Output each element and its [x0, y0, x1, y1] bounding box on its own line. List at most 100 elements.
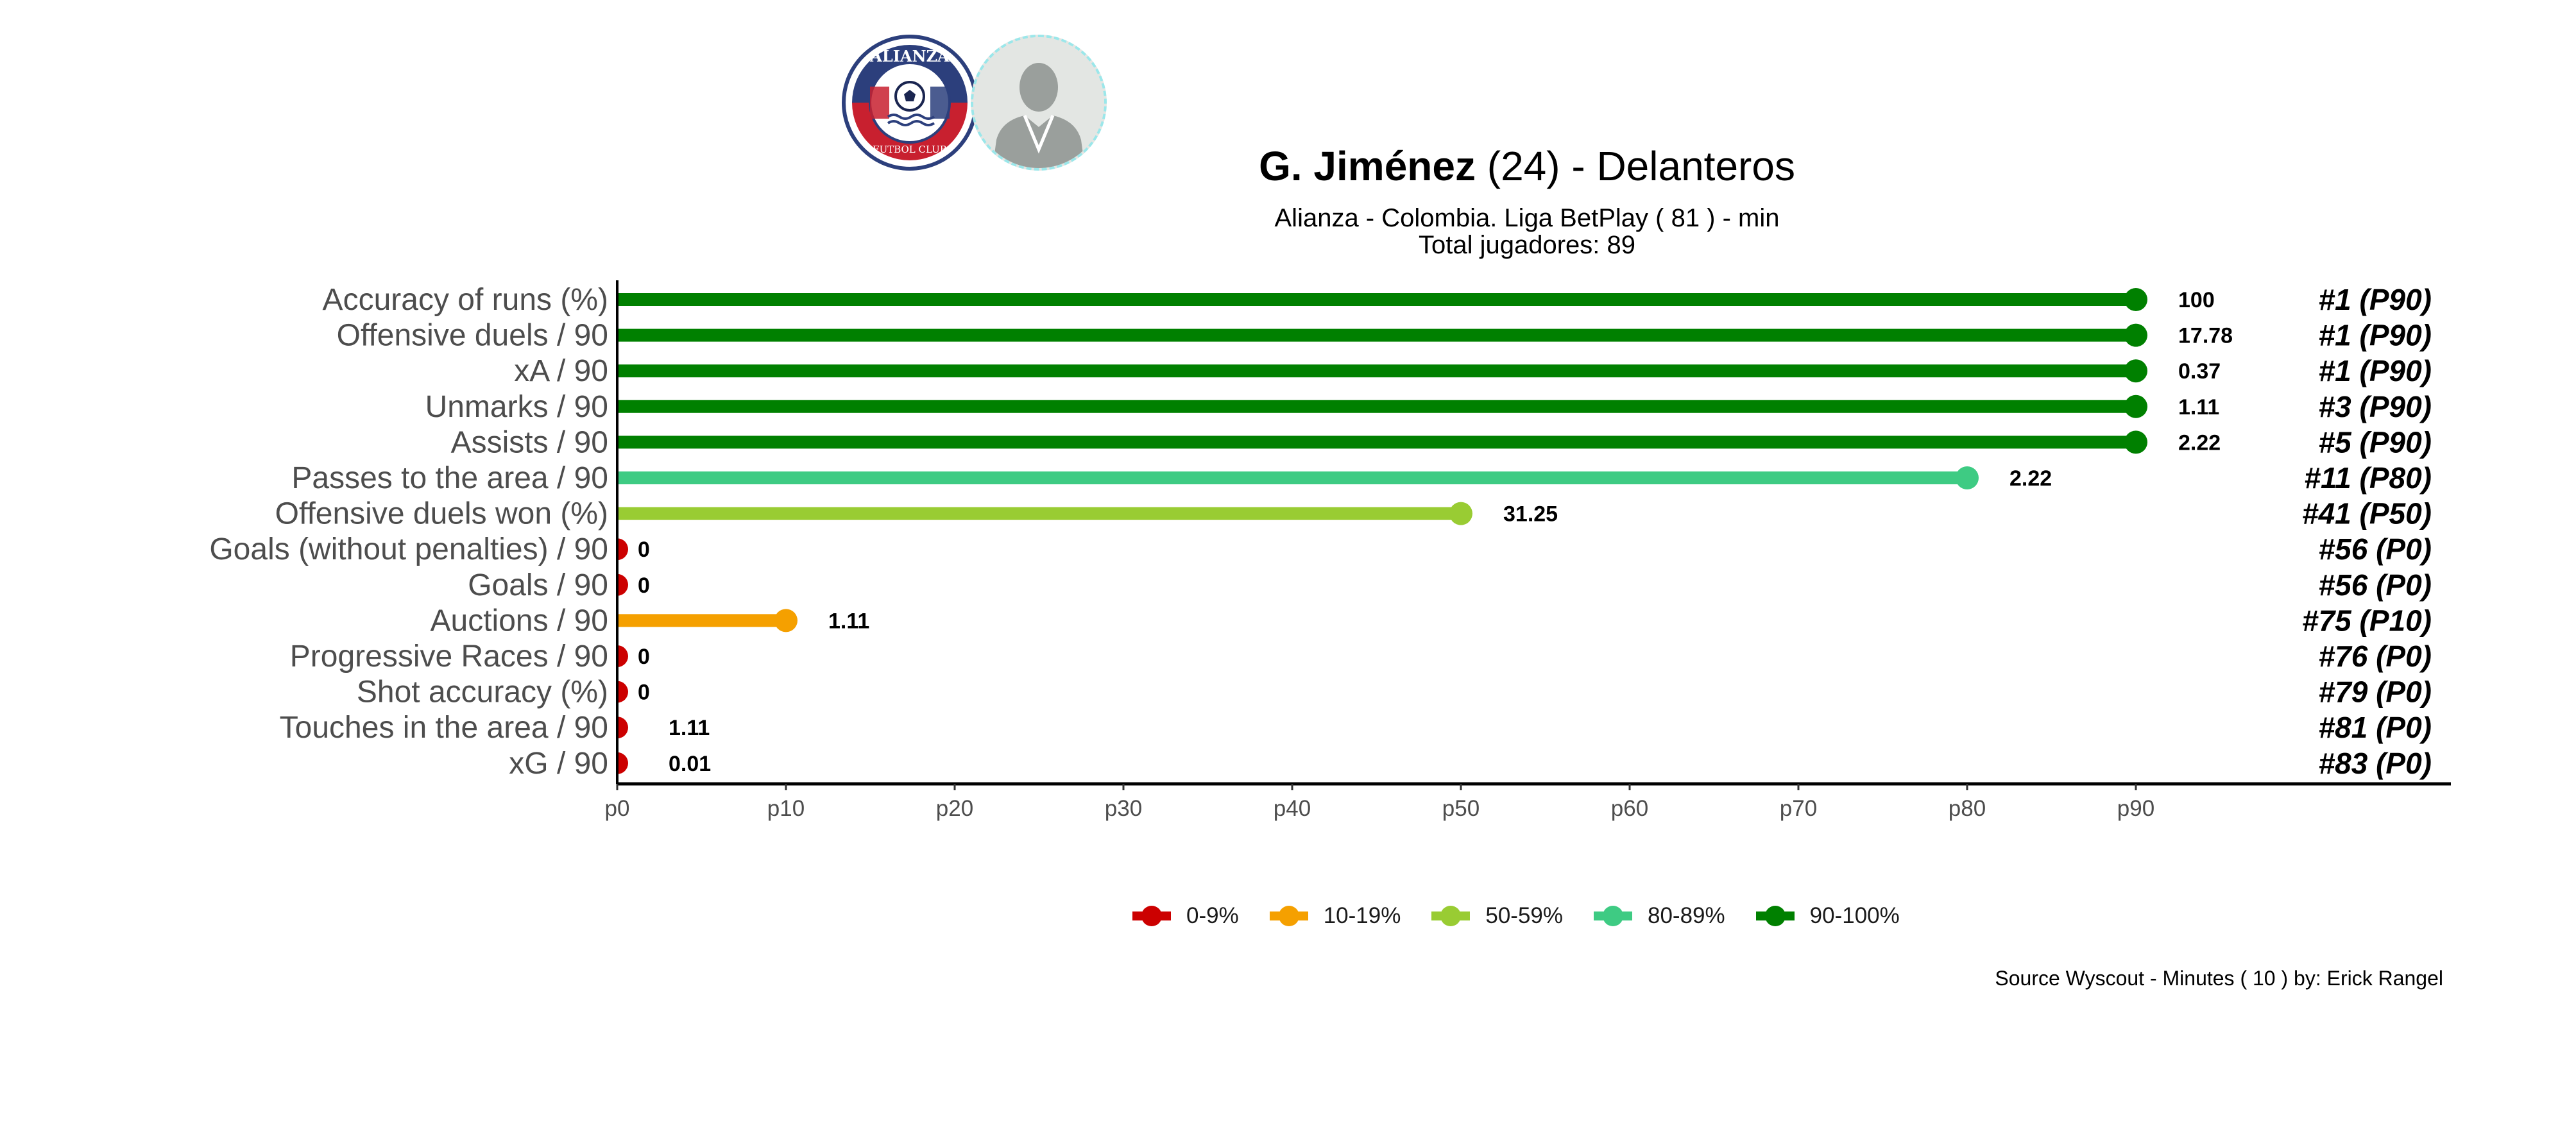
metric-label: Passes to the area / 90 — [291, 461, 608, 495]
legend-item: 50-59% — [1431, 903, 1563, 929]
player-photo — [971, 35, 1107, 171]
chart-row: Offensive duels / 90 17.78 #1 (P90) — [337, 319, 2432, 353]
rank-label: #79 (P0) — [2319, 675, 2432, 709]
club-crest-icon: ALIANZA FUTBOL CLUB — [848, 41, 971, 164]
chart-row: Accuracy of runs (%) 100 #1 (P90) — [323, 283, 2432, 317]
legend-item: 0-9% — [1132, 903, 1239, 929]
chart-row: xG / 90 0.01 #83 (P0) — [509, 747, 2432, 781]
chart-row: Shot accuracy (%) 0 #79 (P0) — [357, 675, 2432, 709]
lollipop-dot — [1956, 466, 1979, 489]
metric-label: Assists / 90 — [451, 425, 608, 459]
rank-label: #81 (P0) — [2319, 711, 2432, 744]
metric-label: Unmarks / 90 — [425, 390, 608, 424]
legend: 0-9% 10-19% 50-59% 80-89% 90-100% — [1132, 903, 1931, 929]
chart-row: xA / 90 0.37 #1 (P90) — [514, 354, 2432, 388]
rank-label: #41 (P50) — [2302, 497, 2432, 530]
rank-label: #56 (P0) — [2319, 568, 2432, 602]
legend-label: 80-89% — [1648, 903, 1725, 928]
metric-label: Offensive duels won (%) — [275, 497, 608, 531]
club-logo-text-top: ALIANZA — [869, 47, 950, 65]
rank-label: #5 (P90) — [2319, 425, 2432, 459]
metric-label: Auctions / 90 — [431, 604, 609, 638]
player-position: Delanteros — [1596, 143, 1795, 189]
value-label: 1.11 — [828, 609, 869, 633]
rank-label: #3 (P90) — [2319, 390, 2432, 423]
club-logo: ALIANZA FUTBOL CLUB — [842, 35, 978, 171]
chart-subtitle: Alianza - Colombia. Liga BetPlay ( 81 ) … — [1274, 204, 1780, 232]
lollipop-dot — [2124, 288, 2147, 311]
value-label: 1.11 — [2178, 395, 2219, 420]
legend-label: 0-9% — [1186, 903, 1239, 928]
chart-row: Progressive Races / 90 0 #76 (P0) — [290, 640, 2432, 674]
x-axis-ticks: p0 p10 p20 p30 p40 p50 p60 p70 p80 p90 — [605, 784, 2154, 821]
metric-label: Accuracy of runs (%) — [323, 283, 608, 317]
legend-item: 10-19% — [1269, 903, 1401, 929]
metric-label: Touches in the area / 90 — [280, 711, 608, 745]
lollipop-dot — [774, 609, 798, 632]
lollipop-dot — [617, 716, 628, 739]
metric-label: Shot accuracy (%) — [357, 675, 608, 709]
value-label: 0 — [638, 645, 650, 669]
chart-row: Passes to the area / 90 2.22 #11 (P80) — [291, 461, 2432, 495]
lollipop-dot — [617, 573, 628, 596]
rank-label: #1 (P90) — [2319, 354, 2432, 387]
rank-label: #11 (P80) — [2304, 461, 2432, 495]
source-caption: Source Wyscout - Minutes ( 10 ) by: Eric… — [1995, 967, 2443, 990]
player-silhouette-icon — [973, 37, 1104, 168]
x-tick-label: p0 — [605, 796, 630, 821]
lollipop-dot — [2124, 359, 2147, 383]
title-separator: - — [1571, 143, 1597, 189]
lollipop-dot — [617, 681, 628, 703]
rank-label: #1 (P90) — [2319, 319, 2432, 352]
rank-label: #56 (P0) — [2319, 532, 2432, 566]
chart-row: Unmarks / 90 1.11 #3 (P90) — [425, 390, 2432, 424]
metric-label: Goals / 90 — [468, 568, 608, 602]
x-tick-label: p90 — [2117, 796, 2154, 821]
x-tick-label: p10 — [767, 796, 805, 821]
value-label: 100 — [2178, 288, 2215, 312]
value-label: 0.01 — [669, 752, 711, 776]
metric-label: Goals (without penalties) / 90 — [209, 532, 608, 566]
metric-label: xA / 90 — [514, 354, 608, 388]
chart-row: Auctions / 90 1.11 #75 (P10) — [431, 604, 2432, 638]
lollipop-dot — [617, 538, 628, 561]
chart-row: Offensive duels won (%) 31.25 #41 (P50) — [275, 497, 2432, 531]
lollipop-dot — [2124, 394, 2147, 418]
lollipop-dot — [1449, 502, 1472, 525]
legend-swatch — [1431, 906, 1471, 926]
x-tick-label: p50 — [1442, 796, 1480, 821]
x-tick-label: p80 — [1949, 796, 1986, 821]
player-name: G. Jiménez — [1259, 143, 1476, 189]
lollipop-dot — [617, 752, 628, 774]
value-label: 0 — [638, 681, 650, 705]
value-label: 0 — [638, 538, 650, 562]
value-label: 31.25 — [1503, 502, 1558, 527]
total-players: Total jugadores: 89 — [1418, 231, 1635, 259]
chart-row: Goals (without penalties) / 90 0 #56 (P0) — [209, 532, 2432, 566]
lollipop-dot — [2124, 430, 2147, 454]
x-tick-label: p70 — [1780, 796, 1817, 821]
legend-label: 10-19% — [1323, 903, 1401, 928]
legend-label: 90-100% — [1809, 903, 1900, 928]
chart-title: G. Jiménez (24) - Delanteros — [950, 142, 2104, 190]
legend-swatch — [1594, 906, 1632, 926]
legend-swatch — [1755, 906, 1795, 926]
chart-rows: Accuracy of runs (%) 100 #1 (P90)Offensive… — [209, 283, 2432, 781]
legend-item: 90-100% — [1755, 903, 1900, 929]
club-logo-text-bottom: FUTBOL CLUB — [873, 144, 947, 155]
legend-swatch — [1132, 906, 1171, 926]
value-label: 1.11 — [669, 716, 710, 740]
lollipop-dot — [2124, 323, 2147, 347]
x-tick-label: p60 — [1611, 796, 1648, 821]
metric-label: Offensive duels / 90 — [337, 319, 608, 353]
value-label: 0.37 — [2178, 359, 2221, 384]
value-label: 0 — [638, 573, 650, 598]
legend-label: 50-59% — [1485, 903, 1563, 928]
legend-item: 80-89% — [1594, 903, 1725, 929]
value-label: 17.78 — [2178, 324, 2233, 348]
lollipop-dot — [617, 645, 628, 667]
rank-label: #75 (P10) — [2302, 604, 2432, 637]
rank-label: #76 (P0) — [2319, 640, 2432, 673]
legend-swatch — [1269, 906, 1308, 926]
